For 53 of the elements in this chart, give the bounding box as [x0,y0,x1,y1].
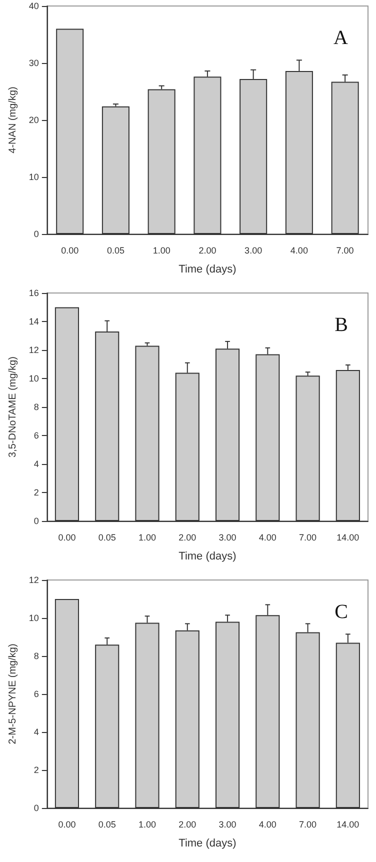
y-tick-label: 10 [28,374,39,384]
x-tick-label: 7.00 [299,532,317,542]
y-tick-label: 0 [34,229,39,239]
x-tick-label: 0.00 [58,532,76,542]
x-tick-label: 0.00 [61,246,79,256]
x-tick-label: 1.00 [138,532,156,542]
x-axis-title: Time (days) [178,550,236,562]
x-tick-label: 0.05 [106,246,124,256]
y-tick-label: 4 [34,459,39,469]
x-tick-label: 1.00 [152,246,170,256]
x-tick-label: 2.00 [178,532,196,542]
y-tick-label: 4 [34,727,39,737]
x-tick-label: 7.00 [299,820,317,830]
y-tick-label: 12 [28,345,39,355]
y-tick-label: 30 [28,58,39,68]
y-axis-title: 3,5-DNoTAME (mg/kg) [8,356,18,458]
annotation: C [334,601,348,623]
y-axis-title: 2-M-5-NPYNE (mg/kg) [8,644,18,744]
x-tick-label: 1.00 [138,820,156,830]
y-axis-title: 4-NAN (mg/kg) [8,86,18,154]
x-tick-label: 0.00 [58,820,76,830]
x-tick-label: 0.05 [98,532,116,542]
annotation: B [334,314,348,336]
x-tick-label: 3.00 [244,246,262,256]
x-axis-title: Time (days) [178,264,236,276]
y-tick-label: 2 [34,488,39,498]
x-tick-label: 14.00 [336,820,360,830]
x-tick-label: 14.00 [336,532,360,542]
x-tick-label: 3.00 [218,532,236,542]
y-tick-label: 8 [34,402,39,412]
y-tick-label: 6 [34,689,39,699]
x-tick-label: 2.00 [198,246,216,256]
y-tick-label: 20 [28,115,39,125]
y-tick-label: 12 [28,575,39,585]
y-tick-label: 0 [34,516,39,526]
x-tick-label: 0.05 [98,820,116,830]
y-tick-label: 10 [28,613,39,623]
x-tick-label: 4.00 [290,246,308,256]
x-tick-label: 7.00 [336,246,354,256]
y-tick-label: 8 [34,651,39,661]
y-tick-label: 14 [28,316,39,326]
x-tick-label: 4.00 [258,820,276,830]
x-tick-label: 4.00 [258,532,276,542]
y-tick-label: 0 [34,803,39,813]
x-tick-label: 2.00 [178,820,196,830]
y-tick-label: 16 [28,288,39,298]
y-tick-label: 40 [28,1,39,11]
y-tick-label: 10 [28,172,39,182]
y-tick-label: 6 [34,430,39,440]
y-tick-label: 2 [34,765,39,775]
x-axis-title: Time (days) [178,838,236,850]
annotation: A [334,27,349,49]
x-tick-label: 3.00 [218,820,236,830]
